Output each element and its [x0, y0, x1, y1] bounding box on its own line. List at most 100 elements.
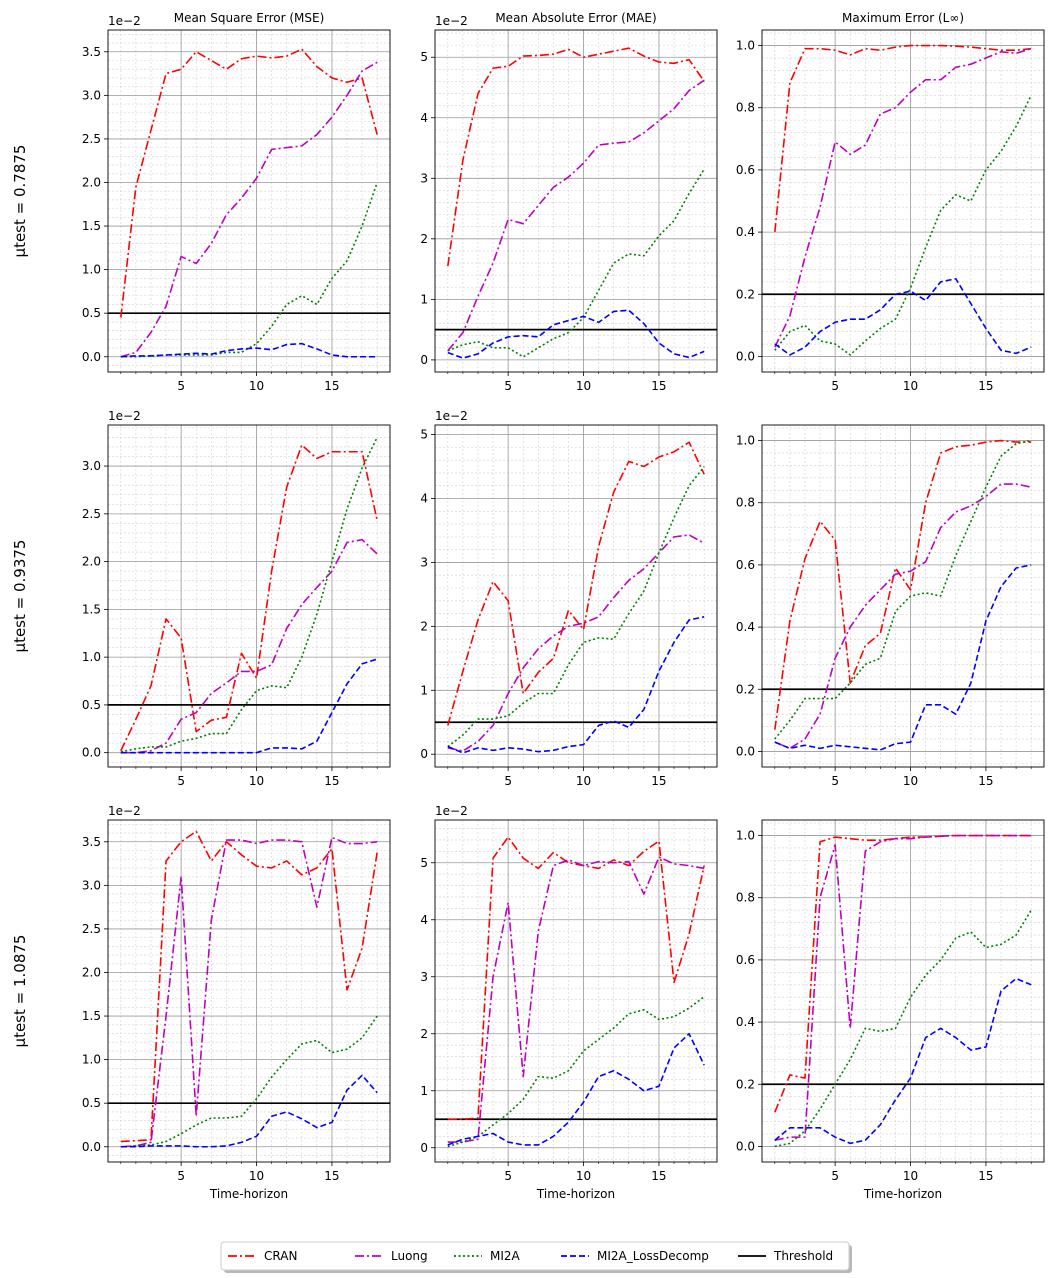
x-tick-label: 15	[651, 1169, 666, 1183]
y-tick-label: 3	[420, 970, 428, 984]
y-tick-label: 0.5	[82, 1096, 101, 1110]
minor-grid	[435, 425, 717, 768]
row-label: μtest = 0.9375	[11, 540, 29, 653]
y-tick-label: 0.4	[736, 1015, 755, 1029]
y-tick-label: 0.6	[736, 163, 755, 177]
y-tick-label: 2	[420, 232, 428, 246]
series-line-mi2a	[774, 439, 1032, 740]
x-axis-label: Time-horizon	[863, 1187, 942, 1201]
y-tick-label: 0.0	[82, 746, 101, 760]
panel-r2-c1: 5 10 15 0 1 2 3 4 5 1e−2 Time-horizon	[420, 804, 718, 1201]
y-tick-label: 0.2	[736, 1077, 755, 1091]
x-tick-label: 15	[978, 774, 993, 788]
y-tick-label: 1	[420, 683, 428, 697]
series-line-mi2a-lossdecomp	[774, 564, 1032, 751]
y-tick-label: 0.4	[736, 225, 755, 239]
column-title: Maximum Error (L∞)	[842, 11, 964, 25]
axes-frame	[434, 424, 718, 768]
minor-grid	[762, 820, 1044, 1162]
y-tick-label: 0.6	[736, 953, 755, 967]
axes-frame	[434, 29, 718, 373]
y-tick-label: 0	[420, 747, 428, 761]
y-tick-label: 2.0	[82, 555, 101, 569]
axis-offset-text: 1e−2	[435, 409, 468, 423]
y-tick-label: 4	[420, 913, 428, 927]
series-line-cran	[774, 44, 1032, 233]
y-tick-label: 3	[420, 171, 428, 185]
series-line-cran	[120, 48, 378, 318]
series-line-mi2a-lossdecomp	[447, 615, 705, 754]
x-tick-label: 15	[651, 774, 666, 788]
x-tick-label: 10	[249, 379, 264, 393]
series-group	[120, 437, 378, 754]
panel-r1-c1: 5 10 15 0 1 2 3 4 5 1e−2	[420, 409, 718, 788]
y-tick-label: 0.8	[736, 891, 755, 905]
y-tick-label: 4	[420, 492, 428, 506]
axes-frame	[434, 819, 718, 1163]
legend: CRAN Luong MI2A MI2A_LossDecomp Threshold	[220, 1241, 852, 1273]
y-tick-label: 2.5	[82, 132, 101, 146]
x-tick-label: 10	[903, 1169, 918, 1183]
legend-box	[220, 1241, 850, 1271]
y-tick-label: 3.5	[82, 835, 101, 849]
series-line-mi2a-lossdecomp	[774, 277, 1032, 356]
series-group	[447, 441, 705, 754]
x-tick-label: 15	[651, 379, 666, 393]
series-line-cran	[120, 830, 378, 1143]
y-tick-label: 3.5	[82, 45, 101, 59]
column-title: Mean Absolute Error (MAE)	[495, 11, 656, 25]
y-tick-label: 0.0	[82, 350, 101, 364]
x-tick-label: 10	[903, 774, 918, 788]
axes-frame	[107, 819, 391, 1163]
x-tick-label: 10	[576, 379, 591, 393]
series-line-luong	[447, 79, 705, 352]
y-tick-label: 1.5	[82, 1009, 101, 1023]
y-tick-label: 1.0	[82, 1053, 101, 1067]
panel-r0-c2: 5 10 15 0.0 0.2 0.4 0.6 0.8 1.0 Maximum Error (L∞…	[736, 11, 1045, 393]
x-tick-label: 15	[324, 1169, 339, 1183]
x-tick-label: 5	[177, 379, 185, 393]
y-tick-label: 3.0	[82, 878, 101, 892]
series-line-cran	[447, 441, 705, 726]
series-line-mi2a-lossdecomp	[120, 658, 378, 754]
series-line-mi2a	[120, 182, 378, 358]
x-tick-label: 5	[504, 774, 512, 788]
series-line-cran	[447, 47, 705, 267]
series-line-mi2a-lossdecomp	[447, 309, 705, 359]
x-tick-label: 10	[249, 1169, 264, 1183]
y-tick-label: 2.0	[82, 175, 101, 189]
series-line-mi2a	[447, 466, 705, 748]
series-group	[120, 48, 378, 358]
x-tick-label: 5	[177, 774, 185, 788]
series-line-mi2a-lossdecomp	[774, 977, 1032, 1145]
panel-r1-c0: 5 10 15 0.0 0.5 1.0 1.5 2.0 2.5 3.0 1e−2	[82, 409, 391, 788]
legend-label: MI2A	[490, 1249, 521, 1263]
y-tick-label: 0.4	[736, 620, 755, 634]
y-tick-label: 0.8	[736, 101, 755, 115]
series-line-mi2a	[774, 94, 1032, 356]
x-axis-label: Time-horizon	[209, 1187, 288, 1201]
y-tick-label: 1.0	[736, 829, 755, 843]
y-tick-label: 1.0	[736, 39, 755, 53]
series-group	[447, 47, 705, 359]
y-tick-label: 2.5	[82, 507, 101, 521]
y-tick-label: 2.0	[82, 965, 101, 979]
y-tick-label: 0.0	[736, 744, 755, 758]
series-line-mi2a	[120, 1015, 378, 1148]
y-tick-label: 3.0	[82, 459, 101, 473]
series-line-luong	[774, 483, 1032, 750]
x-tick-label: 10	[249, 774, 264, 788]
minor-grid	[108, 820, 390, 1162]
y-tick-label: 1	[420, 1084, 428, 1098]
y-tick-label: 1.0	[82, 650, 101, 664]
series-line-cran	[447, 836, 705, 1121]
series-line-luong	[774, 47, 1032, 348]
y-tick-label: 0.5	[82, 698, 101, 712]
series-line-luong	[120, 836, 378, 1148]
y-tick-label: 0.0	[82, 1140, 101, 1154]
y-tick-label: 0.0	[736, 1139, 755, 1153]
y-tick-label: 0.6	[736, 558, 755, 572]
row-label: μtest = 1.0875	[11, 935, 29, 1048]
x-tick-label: 5	[504, 1169, 512, 1183]
panel-r0-c0: 5 10 15 0.0 0.5 1.0 1.5 2.0 2.5 3.0 3.5 1e−2 Mean Sq…	[82, 11, 391, 393]
